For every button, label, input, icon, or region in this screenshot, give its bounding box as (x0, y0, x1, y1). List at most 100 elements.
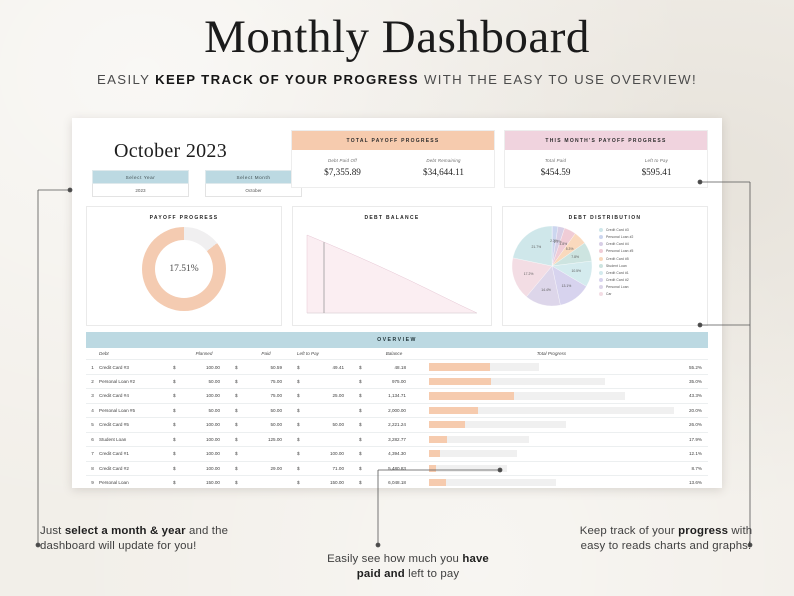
table-row[interactable]: 6 Student Loan $100.00 $125.00 $ $3,282.77 17.… (86, 432, 708, 448)
row-planned: $100.00 (173, 446, 235, 462)
pie-slice-label: 14.4% (541, 288, 551, 293)
row-index: 1 (86, 359, 99, 375)
row-percent: 26.0% (674, 417, 708, 433)
legend-label: Credit Card #5 (606, 256, 629, 261)
progress-track (429, 406, 674, 415)
legend-swatch (599, 270, 603, 275)
legend-label: Personal Loan (606, 285, 629, 290)
caption-mid-post: left to pay (404, 568, 460, 581)
table-row[interactable]: 9 Personal Loan $150.00 $ $150.00 $6,048.18 13… (86, 475, 708, 488)
month-selector[interactable]: Select Month October (205, 170, 302, 198)
row-paid: $ (235, 475, 297, 488)
page-subtitle: EASILY KEEP TRACK OF YOUR PROGRESS WITH … (0, 72, 794, 87)
left-to-pay-metric: Left to Pay $595.41 (606, 158, 707, 178)
total-paid-metric: Total Paid $454.59 (505, 158, 606, 178)
progress-fill (429, 421, 465, 429)
caption-right-pre: Keep track of your (579, 525, 679, 537)
debt-remaining-metric: Debt Remaining $34,644.11 (393, 158, 494, 178)
pie-slice-label: 10.5% (571, 269, 582, 274)
row-index: 9 (86, 475, 99, 488)
table-row[interactable]: 8 Credit Card #2 $100.00 $29.00 $71.00 $5,480… (86, 461, 708, 477)
total-payoff-progress-title: TOTAL PAYOFF PROGRESS (292, 131, 494, 150)
legend-swatch (599, 249, 603, 254)
donut-ring (142, 227, 226, 311)
progress-fill (429, 392, 514, 400)
month-title: October 2023 (114, 140, 228, 162)
row-percent: 8.7% (674, 461, 708, 477)
table-row[interactable]: 2 Personal Loan #2 $50.00 $75.00 $ $975.00 35.… (86, 374, 708, 390)
table-row[interactable]: 5 Credit Card #5 $100.00 $50.00 $50.00 $2,221… (86, 417, 708, 433)
caption-right-post: with easy to reads charts and graphs! (580, 525, 753, 553)
pie-slice (511, 257, 553, 297)
table-row[interactable]: 3 Credit Card #4 $100.00 $75.00 $25.00 $1,134… (86, 388, 708, 404)
row-planned: $100.00 (173, 388, 235, 404)
row-balance: $4,394.30 (359, 446, 429, 462)
row-balance: $48.18 (359, 359, 429, 375)
col-index (86, 348, 99, 361)
row-paid: $125.00 (235, 432, 297, 448)
row-left-to-pay: $49.41 (297, 359, 359, 375)
total-payoff-progress-card: TOTAL PAYOFF PROGRESS Debt Paid Off $7,3… (291, 130, 495, 188)
row-progress-bar (429, 446, 674, 462)
legend-label: Credit Card #4 (606, 242, 629, 247)
row-paid: $75.00 (235, 388, 297, 404)
row-planned: $100.00 (173, 417, 235, 433)
progress-fill (429, 479, 447, 487)
table-row[interactable]: 7 Credit Card #1 $100.00 $ $100.00 $4,394.30 1… (86, 446, 708, 462)
total-paid-value: $454.59 (540, 167, 571, 177)
row-percent: 12.1% (674, 446, 708, 462)
progress-fill (429, 363, 490, 371)
caption-right-bold: progress (678, 525, 729, 537)
annotation-dot-right-top (697, 179, 703, 185)
legend-swatch (599, 242, 603, 247)
row-paid: $50.00 (235, 417, 297, 433)
row-paid: $29.00 (235, 461, 297, 477)
dashboard-top-row: October 2023 Select Year 2023 Select Mon… (72, 118, 722, 200)
annotation-dot-right-bot (697, 322, 703, 328)
subtitle-post: WITH THE EASY TO USE OVERVIEW! (418, 71, 697, 87)
debt-balance-area-chart (306, 234, 478, 314)
year-selector[interactable]: Select Year 2023 (92, 170, 189, 198)
debt-paid-off-label: Debt Paid Off (328, 157, 357, 163)
row-progress-bar (429, 388, 674, 404)
row-progress-bar (429, 432, 674, 448)
row-planned: $50.00 (173, 403, 235, 419)
row-left-to-pay: $25.00 (297, 388, 359, 404)
row-balance: $2,000.00 (359, 403, 429, 419)
charts-row: PAYOFF PROGRESS 17.51% DEBT BALANCE DEBT… (86, 206, 708, 326)
pie-slice-label: 2.7% (553, 239, 562, 244)
legend-swatch (599, 263, 603, 268)
pie-slice-label: 7.8% (571, 255, 579, 260)
annotation-dot-right (747, 542, 753, 548)
annotation-caption-middle: Easily see how much you have paid and le… (318, 552, 498, 582)
month-selector-label: Select Month (205, 170, 302, 185)
row-index: 3 (86, 388, 99, 404)
legend-item: Student Loan (599, 263, 701, 268)
progress-track (429, 464, 508, 472)
month-selector-value[interactable]: October (205, 184, 302, 198)
year-selector-value[interactable]: 2023 (92, 184, 189, 198)
row-percent: 43.3% (674, 388, 708, 404)
progress-track (429, 363, 540, 371)
table-row[interactable]: 4 Personal Loan #5 $50.00 $50.00 $ $2,000.00 2… (86, 403, 708, 419)
row-left-to-pay: $50.00 (297, 417, 359, 433)
caption-mid-pre: Easily see how much you (327, 553, 463, 565)
row-planned: $150.00 (173, 475, 235, 488)
left-to-pay-value: $595.41 (641, 167, 672, 177)
legend-item: Personal Loan (599, 285, 701, 290)
payoff-progress-donut: 17.51% (142, 227, 226, 311)
row-progress-bar (429, 461, 674, 477)
progress-track (429, 450, 518, 458)
row-index: 5 (86, 417, 99, 433)
row-left-to-pay: $150.00 (297, 475, 359, 488)
table-row[interactable]: 1 Credit Card #3 $100.00 $50.59 $49.41 $48.18… (86, 359, 708, 375)
row-index: 8 (86, 461, 99, 477)
overview-table-header-row: Debt Planned Paid Left to Pay Balance To… (86, 348, 708, 361)
col-paid: Paid (235, 348, 297, 361)
col-total-progress: Total Progress (429, 348, 674, 361)
pie-svg (511, 225, 593, 307)
year-selector-label: Select Year (92, 170, 189, 185)
progress-track (429, 435, 530, 443)
progress-track (429, 479, 557, 487)
legend-label: Car (606, 292, 612, 297)
